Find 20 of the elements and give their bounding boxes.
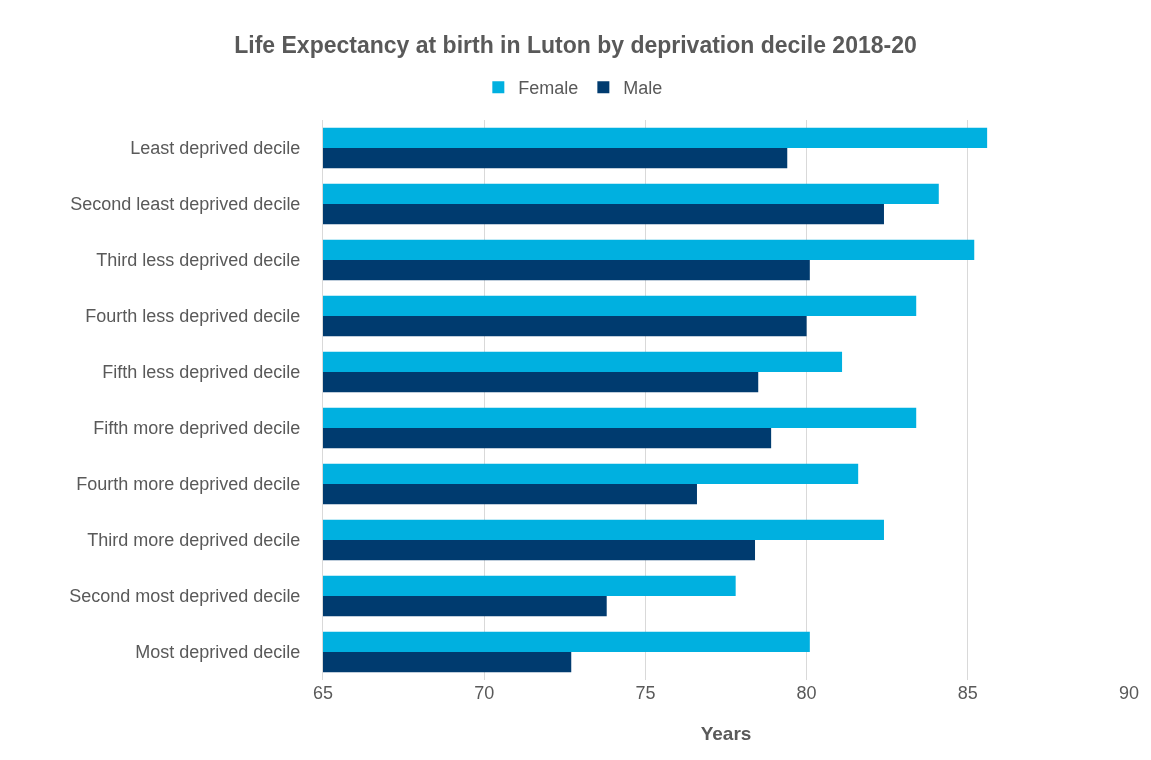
y-tick-label: Third less deprived decile (96, 250, 301, 271)
y-tick-label: Third more deprived decile (87, 530, 301, 551)
x-tick-label: 75 (635, 683, 656, 703)
y-tick-label: Fourth more deprived decile (76, 474, 301, 495)
chart-title: Life Expectancy at birth in Luton by deprivation decile 2018-20 (234, 32, 917, 59)
y-tick-label: Second least deprived decile (70, 194, 301, 215)
y-tick-label: Least deprived decile (130, 138, 301, 159)
y-tick-label: Fifth more deprived decile (93, 418, 301, 439)
x-tick-label: 80 (796, 683, 817, 703)
x-axis-title: Years (700, 722, 752, 744)
legend-label: Male (623, 78, 663, 99)
y-tick-label: Fifth less deprived decile (102, 362, 301, 383)
x-tick-label: 70 (474, 683, 495, 703)
x-tick-label: 65 (312, 683, 334, 703)
y-tick-label: Second most deprived decile (69, 586, 301, 607)
legend-label: Female (518, 78, 579, 99)
x-tick-label: 85 (957, 683, 978, 703)
y-tick-label: Fourth less deprived decile (85, 306, 301, 327)
y-tick-label: Most deprived decile (135, 642, 301, 663)
x-tick-label: 90 (1118, 683, 1140, 703)
